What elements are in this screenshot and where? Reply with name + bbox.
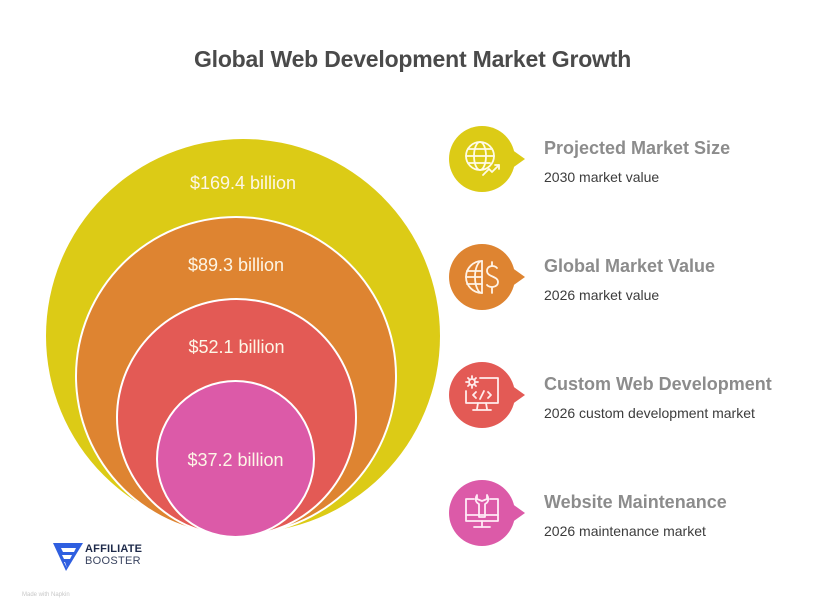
footnote: Made with Napkin xyxy=(22,592,70,598)
monitor-wrench-icon xyxy=(465,494,499,528)
legend-title: Global Market Value xyxy=(544,256,716,276)
pointer xyxy=(511,267,525,287)
badge xyxy=(449,480,525,546)
logo-text-booster: BOOSTER xyxy=(85,555,141,567)
pointer xyxy=(511,385,525,405)
logo-mark-icon xyxy=(53,543,83,571)
badge xyxy=(449,126,525,192)
pointer xyxy=(511,149,525,169)
circle-label: $52.1 billion xyxy=(188,337,285,357)
page-title: Global Web Development Market Growth xyxy=(193,46,632,72)
badge xyxy=(449,362,525,428)
globe-dollar-icon xyxy=(465,260,499,294)
circle-label: $89.3 billion xyxy=(187,255,285,275)
legend-item-global-market-value: Global Market Value 2026 market value xyxy=(449,244,809,314)
legend-title: Projected Market Size xyxy=(544,138,731,158)
legend-item-custom-web-development: Custom Web Development 2026 custom devel… xyxy=(449,362,809,432)
logo-text-affiliate: AFFILIATE xyxy=(85,543,143,555)
circle-website-maintenance: $37.2 billion xyxy=(156,380,315,538)
legend-subtitle: 2030 market value xyxy=(544,169,660,185)
badge xyxy=(449,244,525,310)
legend-subtitle: 2026 market value xyxy=(544,287,660,303)
legend-subtitle: 2026 maintenance market xyxy=(544,523,706,539)
pointer xyxy=(511,503,525,523)
legend-item-projected-market-size: Projected Market Size 2030 market value xyxy=(449,126,809,196)
monitor-code-gear-icon xyxy=(465,375,499,411)
legend-title: Website Maintenance xyxy=(544,492,727,512)
globe-growth-icon xyxy=(465,141,500,176)
circle-label: $37.2 billion xyxy=(187,450,284,470)
legend-item-website-maintenance: Website Maintenance 2026 maintenance mar… xyxy=(449,480,809,550)
legend-title: Custom Web Development xyxy=(544,374,772,394)
legend-subtitle: 2026 custom development market xyxy=(544,405,755,421)
circle-label: $169.4 billion xyxy=(189,173,297,193)
affiliate-booster-logo: AFFILIATE BOOSTER xyxy=(52,541,152,573)
